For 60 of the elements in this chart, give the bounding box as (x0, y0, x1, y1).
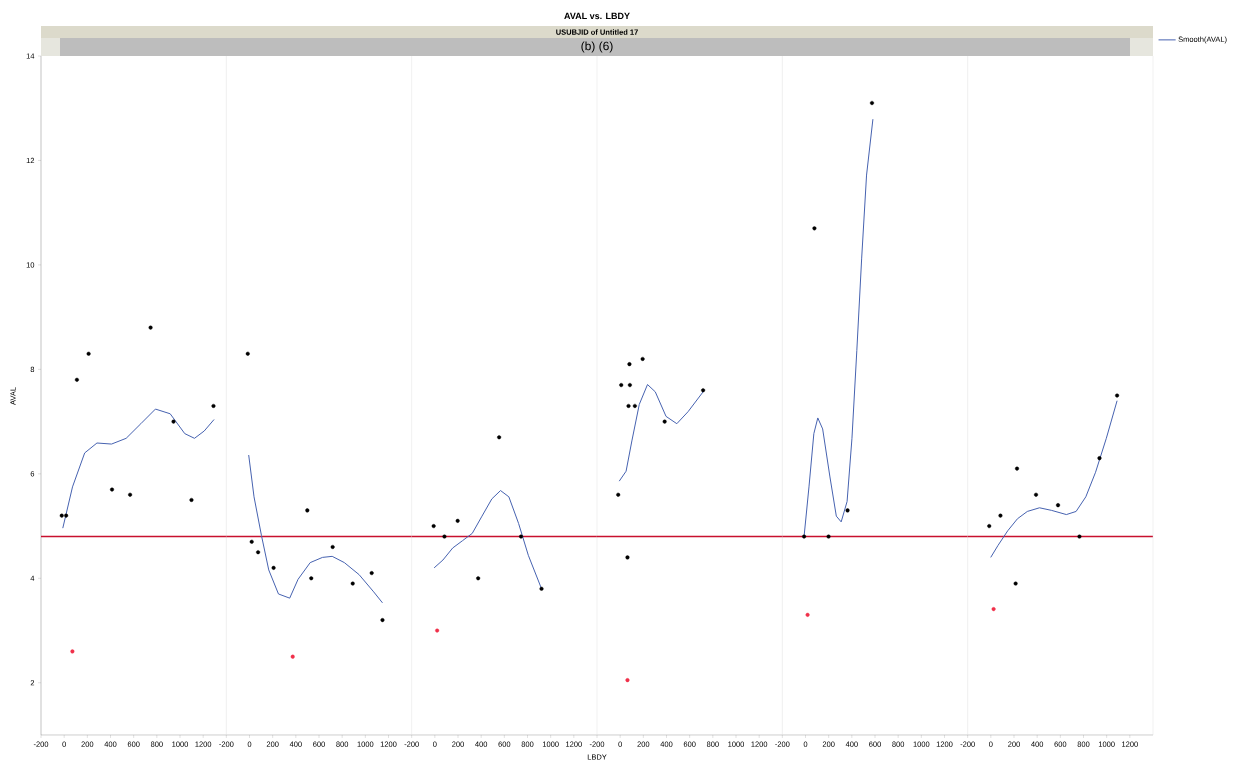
point (1077, 534, 1082, 539)
point (211, 403, 216, 408)
point (70, 649, 75, 654)
point (435, 628, 440, 633)
point (519, 534, 524, 539)
point (625, 678, 630, 683)
point (539, 586, 544, 591)
point (640, 356, 645, 361)
point (627, 383, 632, 388)
point (845, 508, 850, 513)
point (625, 555, 630, 560)
point (455, 518, 460, 523)
point (662, 419, 667, 424)
text: AVAL vs. LBDY (564, 12, 630, 20)
point (369, 571, 374, 576)
point (309, 576, 314, 581)
point (991, 607, 996, 612)
point (290, 654, 295, 659)
point (110, 487, 115, 492)
point (1013, 581, 1018, 586)
point (171, 419, 176, 424)
point (380, 618, 385, 623)
point (128, 492, 133, 497)
point (1034, 492, 1039, 497)
point (431, 524, 436, 529)
point (148, 325, 153, 330)
point (59, 513, 64, 518)
point (627, 362, 632, 367)
point (476, 576, 481, 581)
point (805, 612, 810, 617)
point (1097, 456, 1102, 461)
point (74, 377, 79, 382)
point (616, 492, 621, 497)
point (245, 351, 250, 356)
point (826, 534, 831, 539)
point (1056, 503, 1061, 508)
point (998, 513, 1003, 518)
point (271, 565, 276, 570)
point (987, 524, 992, 529)
point (442, 534, 447, 539)
point (305, 508, 310, 513)
point (1015, 466, 1020, 471)
point (1115, 393, 1120, 398)
point (802, 534, 807, 539)
point (632, 403, 637, 408)
point (249, 539, 254, 544)
point (86, 351, 91, 356)
point (626, 403, 631, 408)
line-series (62, 408, 215, 529)
point (256, 550, 261, 555)
text: (b) (6) (581, 41, 613, 53)
point (869, 101, 874, 105)
point (350, 581, 355, 586)
point (701, 388, 706, 393)
point (330, 544, 335, 549)
point (189, 497, 194, 502)
point (812, 226, 817, 231)
point (497, 435, 502, 440)
point (64, 513, 69, 518)
point (619, 383, 624, 388)
